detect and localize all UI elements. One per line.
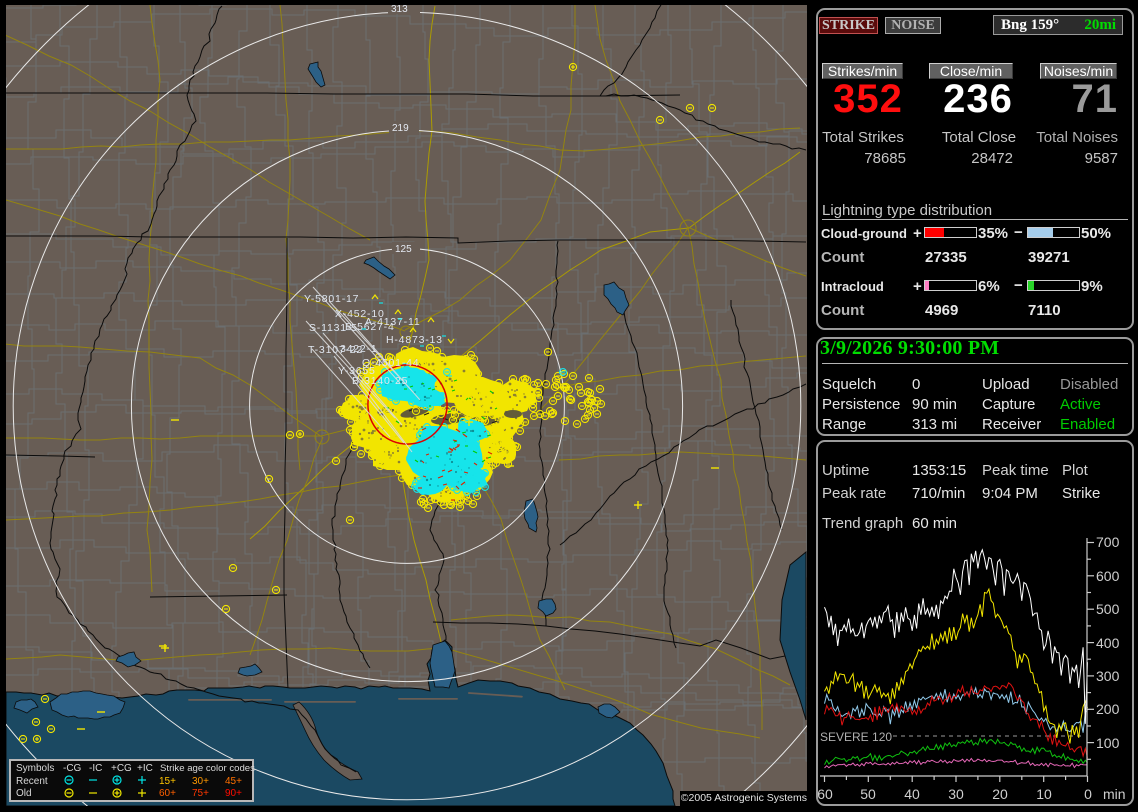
- svg-text:500: 500: [1096, 601, 1120, 617]
- svg-text:B-3140-25: B-3140-25: [352, 375, 408, 387]
- svg-text:10: 10: [1036, 786, 1052, 802]
- svg-text:30: 30: [948, 786, 964, 802]
- svg-text:0: 0: [1084, 786, 1092, 802]
- svg-text:X-452-10: X-452-10: [335, 308, 385, 320]
- svg-text:60: 60: [817, 786, 833, 802]
- svg-text:Y-3655: Y-3655: [338, 365, 376, 377]
- svg-text:125: 125: [395, 244, 412, 255]
- svg-text:3422-1: 3422-1: [340, 343, 378, 355]
- svg-text:min: min: [1103, 786, 1126, 802]
- svg-text:Q-4501-44: Q-4501-44: [362, 357, 419, 369]
- svg-text:700: 700: [1096, 534, 1120, 550]
- svg-text:SEVERE 120: SEVERE 120: [820, 730, 892, 744]
- svg-text:B-5627-4: B-5627-4: [345, 321, 395, 333]
- svg-text:100: 100: [1096, 735, 1120, 751]
- svg-text:H-4873-13: H-4873-13: [386, 334, 443, 346]
- svg-text:400: 400: [1096, 635, 1120, 651]
- svg-text:40: 40: [904, 786, 920, 802]
- svg-text:A-4137-11: A-4137-11: [365, 316, 420, 328]
- svg-text:600: 600: [1096, 568, 1120, 584]
- svg-text:50: 50: [860, 786, 876, 802]
- svg-text:20: 20: [992, 786, 1008, 802]
- svg-text:200: 200: [1096, 701, 1120, 717]
- svg-text:313: 313: [391, 4, 408, 15]
- svg-text:300: 300: [1096, 668, 1120, 684]
- svg-text:S-1131-5: S-1131-5: [309, 322, 358, 334]
- svg-text:T-3107-22: T-3107-22: [308, 344, 363, 356]
- svg-text:Y-5801-17: Y-5801-17: [304, 293, 359, 305]
- svg-text:219: 219: [392, 123, 409, 134]
